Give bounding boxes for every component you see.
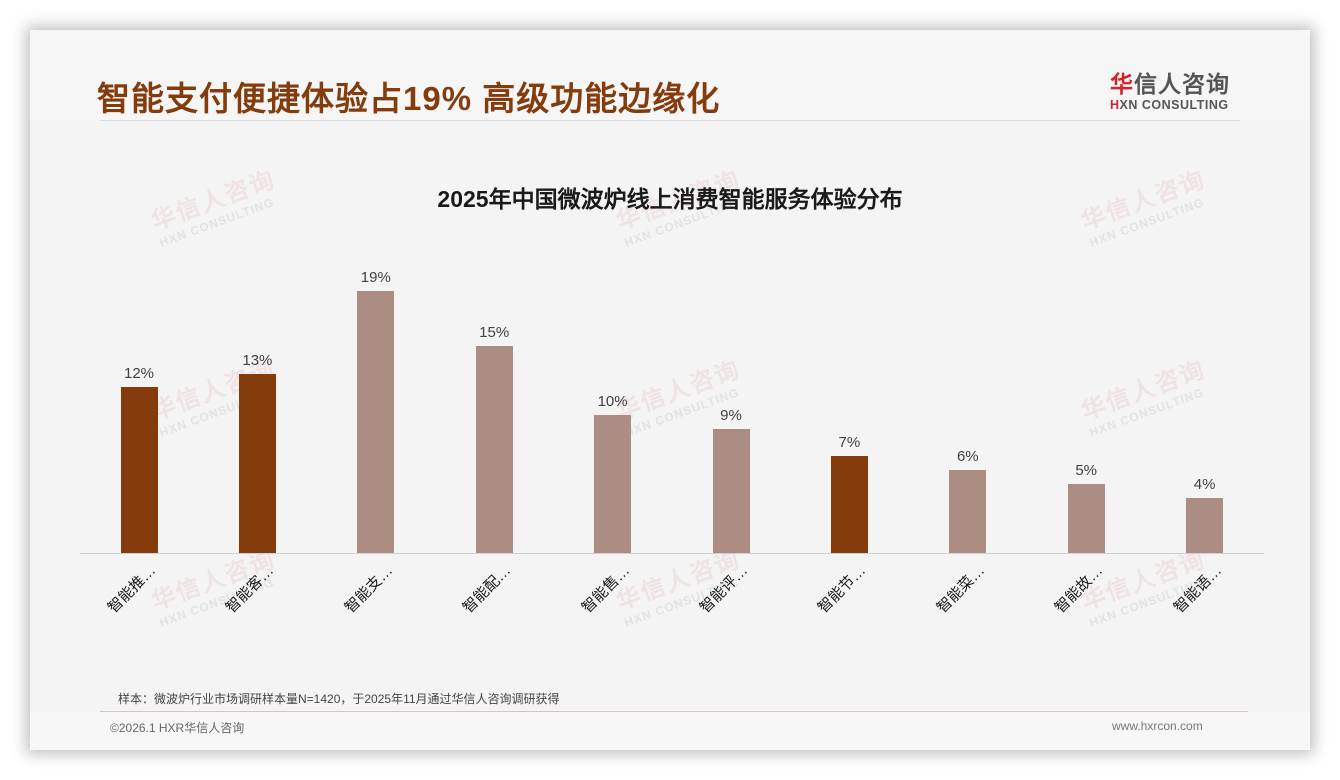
- footer-divider: [100, 711, 1248, 712]
- bar-chart-plot: 12% 13% 19% 15% 10% 9% 7% 6% 5% 4%: [80, 230, 1264, 553]
- bar: [830, 456, 868, 553]
- logo-en-rest: XN CONSULTING: [1119, 98, 1229, 112]
- bar-value-label: 12%: [123, 365, 155, 383]
- logo-cn-red: 华: [1110, 71, 1134, 97]
- bar: [1186, 497, 1224, 553]
- x-axis-category-label: 智能客…: [223, 562, 278, 617]
- bar-value-label: 13%: [242, 351, 273, 369]
- slide-card: 智能支付便捷体验占19% 高级功能边缘化 华信人咨询 HXN CONSULTIN…: [30, 30, 1310, 750]
- chart-title: 2025年中国微波炉线上消费智能服务体验分布: [437, 186, 903, 212]
- sample-note: 样本：微波炉行业市场调研样本量N=1420，于2025年11月通过华信人咨询调研…: [118, 692, 560, 706]
- footer-band: [30, 712, 1310, 750]
- page-title: 智能支付便捷体验占19% 高级功能边缘化: [97, 80, 721, 117]
- x-axis-category-label: 智能推…: [104, 562, 160, 617]
- x-axis-category-label: 智能语…: [1170, 562, 1225, 617]
- x-axis-category-label: 智能故…: [1051, 562, 1107, 617]
- title-divider: [100, 120, 1240, 121]
- bar-value-label: 15%: [479, 324, 510, 341]
- x-axis-line: [80, 553, 1264, 554]
- header-band: [30, 30, 1310, 120]
- x-axis-category-label: 智能菜…: [933, 562, 988, 617]
- copyright: ©2026.1 HXR华信人咨询: [110, 721, 245, 735]
- bar-value-label: 19%: [360, 268, 391, 286]
- bar-value-label: 5%: [1075, 462, 1098, 479]
- logo-en-red: H: [1110, 98, 1120, 112]
- bar: [357, 290, 395, 553]
- x-axis-category-label: 智能配…: [459, 562, 515, 617]
- bar: [1067, 484, 1105, 553]
- bar: [712, 428, 750, 553]
- x-axis-category-label: 智能支…: [341, 562, 396, 617]
- bar: [949, 470, 987, 553]
- bar: [475, 346, 513, 553]
- bar-value-label: 9%: [720, 406, 742, 424]
- logo-chinese: 华信人咨询: [1110, 65, 1245, 99]
- website-link[interactable]: www.hxrcon.com: [1112, 719, 1203, 733]
- bar: [238, 373, 276, 553]
- logo-english: HXN CONSULTING: [1110, 98, 1245, 112]
- x-axis-category-label: 智能节…: [815, 562, 870, 617]
- bar: [120, 387, 158, 553]
- bar-value-label: 6%: [956, 448, 979, 466]
- company-logo: 华信人咨询 HXN CONSULTING: [1110, 65, 1245, 112]
- bar-value-label: 4%: [1193, 475, 1216, 493]
- x-axis-category-label: 智能评…: [696, 562, 752, 617]
- logo-cn-rest: 信人咨询: [1134, 71, 1230, 97]
- bar: [594, 415, 632, 553]
- bar-value-label: 7%: [838, 434, 861, 452]
- x-axis-category-label: 智能售…: [578, 562, 633, 617]
- bar-value-label: 10%: [597, 393, 628, 410]
